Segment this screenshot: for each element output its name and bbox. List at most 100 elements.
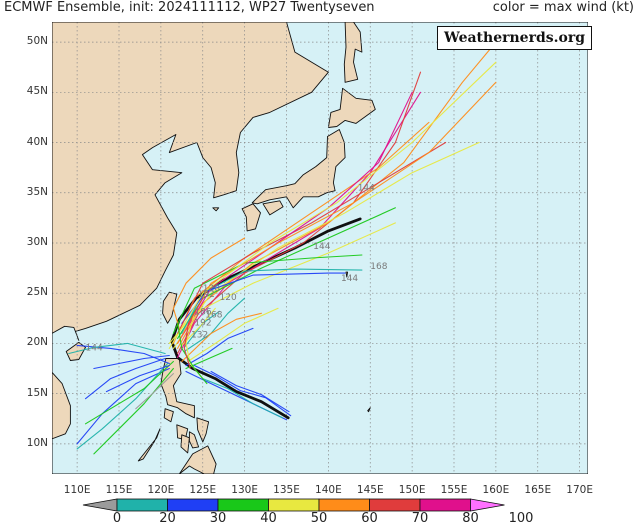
ensemble-member-track <box>181 312 262 363</box>
colorbar-segment <box>318 498 370 512</box>
longitude-label: 140E <box>315 484 342 496</box>
ensemble-member-track <box>177 41 497 349</box>
longitude-label: 145E <box>356 484 384 496</box>
latitude-label: 10N <box>26 436 48 449</box>
colorbar-arrow-right <box>470 498 505 512</box>
ensemble-member-track <box>84 357 166 400</box>
land-korea-jeju <box>212 207 220 212</box>
longitude-label: 165E <box>524 484 552 496</box>
longitude-label: 115E <box>105 484 133 496</box>
forecast-hour-label: 192 <box>194 318 211 328</box>
colorbar-segment <box>167 498 219 512</box>
ensemble-member-track <box>93 367 174 455</box>
ensemble-member-track <box>172 237 246 329</box>
map-panel: 144 144 168 144 192 168 120 192 132 144 186 120 <box>52 22 588 474</box>
forecast-hour-label: 144 <box>313 242 330 252</box>
forecast-hour-label: 144 <box>341 274 358 284</box>
land-indochina <box>52 332 71 440</box>
longitude-label: 135E <box>273 484 300 496</box>
wind-colorbar <box>82 498 505 512</box>
longitude-label: 150E <box>398 484 426 496</box>
land-mindanao <box>178 445 217 474</box>
forecast-hour-label: 132 <box>191 330 208 340</box>
latitude-label: 20N <box>26 336 48 349</box>
colorbar-label: 40 <box>260 511 277 526</box>
latitude-label: 25N <box>26 286 48 299</box>
ensemble-member-track <box>183 297 204 370</box>
forecast-hour-label: 120 <box>220 293 237 303</box>
latitude-label: 15N <box>26 386 48 399</box>
colorbar-segment <box>268 498 320 512</box>
ensemble-member-track <box>177 322 208 385</box>
colorbar-label: 80 <box>462 511 479 526</box>
forecast-hour-label: 120 <box>203 284 220 294</box>
latitude-label: 30N <box>26 235 48 248</box>
ensemble-member-track <box>172 141 480 349</box>
longitude-label: 155E <box>440 484 468 496</box>
longitude-label: 110E <box>63 484 91 496</box>
ensemble-member-track <box>177 141 447 334</box>
ensemble-member-track <box>193 364 292 417</box>
land-visayas-samar <box>196 417 210 443</box>
ensemble-member-track <box>181 272 346 324</box>
longitude-label: 120E <box>147 484 175 496</box>
forecast-hour-label: 144 <box>86 343 103 353</box>
land-taiwan <box>162 291 178 324</box>
ensemble-member-track <box>185 347 233 370</box>
land-asia-mainland <box>52 22 329 341</box>
colorbar-label: 60 <box>361 511 378 526</box>
ensemble-member-track <box>76 367 170 445</box>
ensemble-member-track <box>187 307 279 363</box>
colorbar-label: 100 <box>508 511 534 526</box>
ensemble-member-track <box>177 91 413 344</box>
ensemble-member-track <box>177 207 396 339</box>
colorbar-label: 20 <box>159 511 176 526</box>
forecast-hour-label: 186 <box>194 307 211 317</box>
colorbar-label: 0 <box>112 511 122 526</box>
land-kyushu <box>241 203 261 232</box>
longitude-label: 125E <box>189 484 217 496</box>
ensemble-member-track <box>68 342 166 355</box>
chart-title: ECMWF Ensemble, init: 2024111112, WP27 T… <box>4 0 375 15</box>
watermark-logo: Weathernerds.org <box>437 26 592 50</box>
colorbar-segment <box>116 498 168 512</box>
ensemble-member-track <box>84 360 174 425</box>
ensemble-member-track <box>93 354 170 370</box>
ensemble-tracks <box>68 41 497 455</box>
latitude-label: 45N <box>26 85 48 98</box>
ensemble-member-track <box>181 268 363 334</box>
colorbar-segment <box>369 498 421 512</box>
colorbar-label: 50 <box>310 511 328 526</box>
forecast-hour-label: 168 <box>205 310 222 320</box>
colorbar-label: 70 <box>411 511 429 526</box>
ensemble-member-track <box>183 297 246 353</box>
land-palawan <box>137 428 161 462</box>
ensemble-member-track <box>181 307 216 346</box>
longitude-label: 170E <box>566 484 593 496</box>
forecast-hour-label: 168 <box>370 262 387 272</box>
land-marianas <box>367 407 371 413</box>
longitude-label: 130E <box>231 484 258 496</box>
latitude-label: 50N <box>26 35 48 48</box>
land-mindoro <box>163 408 174 423</box>
ensemble-member-track <box>135 373 174 410</box>
ensemble-member-track <box>202 378 283 419</box>
forecast-hour-label: 144 <box>358 184 375 194</box>
colorbar-arrow-left <box>82 498 118 512</box>
ensemble-member-track <box>168 61 497 349</box>
land-shikoku <box>262 200 284 216</box>
ensemble-member-track <box>210 370 290 413</box>
colorbar-label: 30 <box>209 511 227 526</box>
colorbar-segment <box>217 498 269 512</box>
ensemble-member-track <box>185 327 254 367</box>
latitude-label: 35N <box>26 185 48 198</box>
forecast-hour-label: 192 <box>198 290 215 300</box>
ensemble-member-track <box>168 222 396 344</box>
land-hokkaido <box>327 87 376 128</box>
ensemble-member-track <box>177 71 422 355</box>
land-honshu <box>251 129 346 209</box>
ensemble-member-track <box>105 364 170 393</box>
land-izu-bonin-1 <box>345 271 349 278</box>
